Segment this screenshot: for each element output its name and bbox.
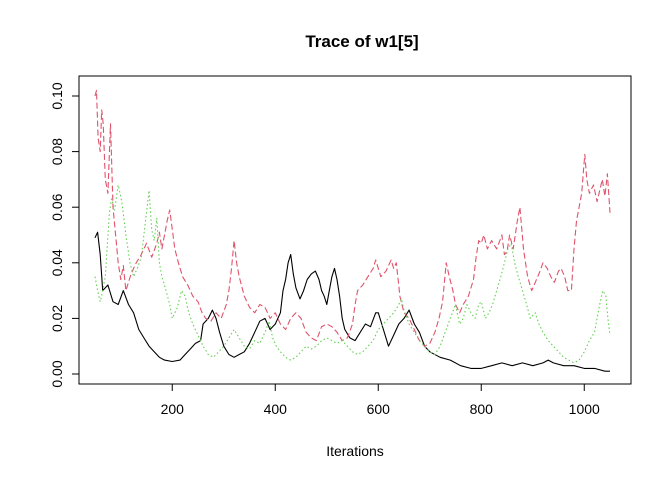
x-tick-label: 200 [161, 401, 185, 417]
plot-frame [78, 75, 632, 385]
x-tick-label: 400 [264, 401, 288, 417]
series-1-line [94, 231, 610, 372]
y-tick-label: 0.08 [49, 138, 65, 165]
y-tick-label: 0.02 [49, 305, 65, 332]
y-tick-label: 0.06 [49, 193, 65, 220]
series-2-line [94, 89, 611, 347]
chart-title: Trace of w1[5] [305, 32, 418, 51]
x-tick-label: 600 [367, 401, 391, 417]
x-tick-label: 800 [470, 401, 494, 417]
y-axis: 0.00 0.02 0.04 0.06 0.08 0.10 [49, 82, 80, 388]
series-layer [94, 89, 611, 372]
y-tick-label: 0.00 [49, 360, 65, 387]
x-tick-label: 1000 [569, 401, 600, 417]
x-axis: 200 400 600 800 1000 [161, 383, 600, 417]
series-3-line [94, 184, 611, 364]
y-tick-label: 0.10 [49, 82, 65, 109]
y-tick-label: 0.04 [49, 249, 65, 276]
x-axis-title: Iterations [326, 443, 384, 459]
